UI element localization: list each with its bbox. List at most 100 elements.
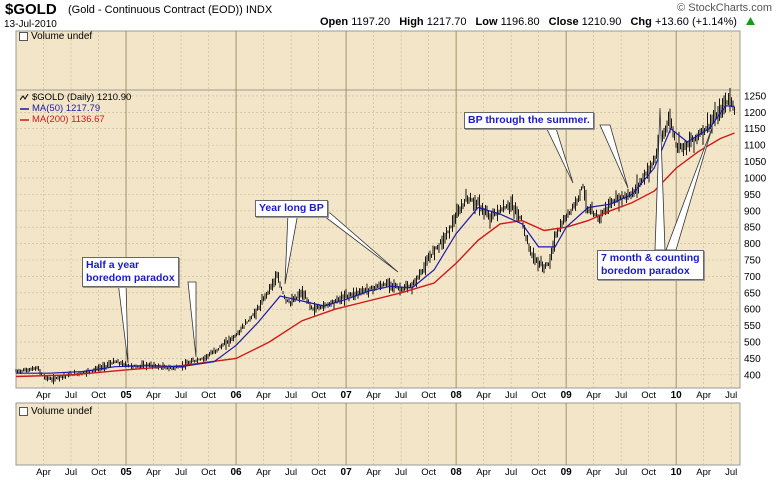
annotation-half-year-line1: Half a year: [86, 259, 140, 271]
ma200-legend-icon: [20, 118, 29, 121]
x-tick-label: 06: [230, 390, 242, 401]
annotation-seven-month-line1: 7 month & counting: [601, 252, 700, 264]
legend-price-text: $GOLD (Daily) 1210.90: [32, 92, 132, 103]
legend-ma50-text: MA(50) 1217.79: [32, 103, 101, 114]
x-tick-label: Apr: [476, 467, 491, 478]
x-tick-label: Oct: [641, 390, 656, 401]
x-tick-label: Apr: [36, 467, 51, 478]
x-tick-label: 10: [671, 467, 683, 478]
y-tick-label: 1000: [744, 173, 767, 184]
annotation-seven-month: 7 month & counting boredom paradox: [597, 250, 704, 280]
y-tick-label: 400: [744, 370, 761, 381]
chart-legend: $GOLD (Daily) 1210.90 MA(50) 1217.79 MA(…: [20, 92, 131, 125]
top-volume-text: Volume undef: [31, 31, 93, 42]
y-tick-label: 550: [744, 321, 761, 332]
x-tick-label: Oct: [201, 390, 216, 401]
x-tick-label: Jul: [65, 467, 77, 478]
x-tick-label: Jul: [505, 467, 517, 478]
x-tick-label: Jul: [395, 467, 407, 478]
ma200-line: [15, 132, 735, 378]
x-tick-label: Apr: [256, 390, 271, 401]
x-tick-label: Oct: [91, 467, 106, 478]
x-tick-label: Jul: [505, 390, 517, 401]
price-legend-icon: [20, 93, 29, 100]
price-panel: [15, 89, 741, 389]
brand-link[interactable]: © StockCharts.com: [677, 2, 772, 14]
x-tick-label: 07: [341, 467, 353, 478]
x-tick-label: Jul: [725, 467, 737, 478]
chg-label: Chg: [630, 16, 652, 28]
x-tick-label: Oct: [531, 390, 546, 401]
chart-date: 13-Jul-2010: [4, 19, 57, 30]
low-label: Low: [475, 16, 498, 28]
x-tick-label: Jul: [725, 390, 737, 401]
x-tick-label: Oct: [91, 390, 106, 401]
open-label: Open: [320, 16, 349, 28]
x-tick-label: Apr: [696, 390, 711, 401]
x-tick-label: Apr: [586, 390, 601, 401]
x-tick-label: Jul: [175, 390, 187, 401]
annotation-callouts: [117, 107, 713, 364]
annotation-year-long: Year long BP: [255, 200, 328, 217]
x-tick-label: Jul: [285, 467, 297, 478]
y-tick-label: 600: [744, 305, 761, 316]
close-value: 1210.90: [581, 16, 622, 28]
annotation-half-year-line2: boredom paradox: [86, 272, 175, 284]
x-tick-label: Jul: [175, 467, 187, 478]
annotation-seven-month-line2: boredom paradox: [601, 265, 690, 277]
chart-header: $GOLD (Gold - Continuous Contract (EOD))…: [0, 0, 780, 32]
open-value: 1197.20: [351, 16, 391, 28]
x-tick-label: Oct: [641, 467, 656, 478]
top-volume-label: Volume undef: [19, 31, 92, 42]
chg-value: +13.60 (+1.14%): [654, 16, 737, 28]
x-tick-label: Oct: [421, 390, 436, 401]
y-tick-label: 1100: [744, 141, 766, 152]
x-tick-label: Jul: [65, 390, 77, 401]
x-tick-label: Jul: [395, 390, 407, 401]
legend-ma200: MA(200) 1136.67: [20, 114, 131, 125]
close-label: Close: [548, 16, 579, 28]
top-volume-panel: [15, 30, 741, 91]
x-tick-label: Apr: [36, 390, 51, 401]
ma50-legend-icon: [20, 107, 29, 110]
x-tick-label: Apr: [366, 390, 381, 401]
y-tick-label: 450: [744, 354, 761, 365]
x-tick-label: Oct: [201, 467, 216, 478]
y-tick-label: 1050: [744, 157, 767, 168]
checkbox-icon: [19, 407, 28, 416]
x-tick-label: Apr: [146, 467, 161, 478]
y-tick-label: 1150: [744, 124, 766, 135]
checkbox-icon: [19, 32, 28, 41]
x-tick-label: Oct: [311, 467, 326, 478]
callout-summer-2: [599, 124, 629, 189]
x-tick-label: Apr: [476, 390, 491, 401]
x-tick-label: 05: [120, 467, 132, 478]
x-tick-label: 09: [561, 467, 573, 478]
x-tick-label: Apr: [256, 467, 271, 478]
x-tick-label: Apr: [696, 467, 711, 478]
exchange: INDX: [245, 4, 273, 16]
x-tick-label: Jul: [615, 390, 627, 401]
y-tick-label: 650: [744, 288, 761, 299]
x-tick-label: 08: [451, 467, 463, 478]
quote-summary: Open 1197.20 High 1217.70 Low 1196.80 Cl…: [320, 16, 755, 28]
y-tick-label: 500: [744, 338, 761, 349]
high-label: High: [399, 16, 424, 28]
legend-price: $GOLD (Daily) 1210.90: [20, 92, 131, 103]
annotation-half-year: Half a year boredom paradox: [82, 257, 179, 287]
symbol-name: (Gold - Continuous Contract (EOD)): [68, 4, 243, 16]
callout-half-year-2: [187, 281, 197, 358]
symbol: $GOLD: [5, 1, 57, 18]
x-tick-label: Jul: [615, 467, 627, 478]
y-tick-label: 1200: [744, 108, 767, 119]
high-value: 1217.70: [426, 16, 467, 28]
x-tick-label: Apr: [146, 390, 161, 401]
x-tick-label: Oct: [531, 467, 546, 478]
x-tick-label: 05: [120, 390, 132, 401]
x-tick-label: Oct: [311, 390, 326, 401]
y-tick-label: 700: [744, 272, 761, 283]
annotation-summer: BP through the summer.: [464, 112, 594, 129]
y-tick-label: 950: [744, 190, 761, 201]
x-tick-label: 06: [230, 467, 242, 478]
